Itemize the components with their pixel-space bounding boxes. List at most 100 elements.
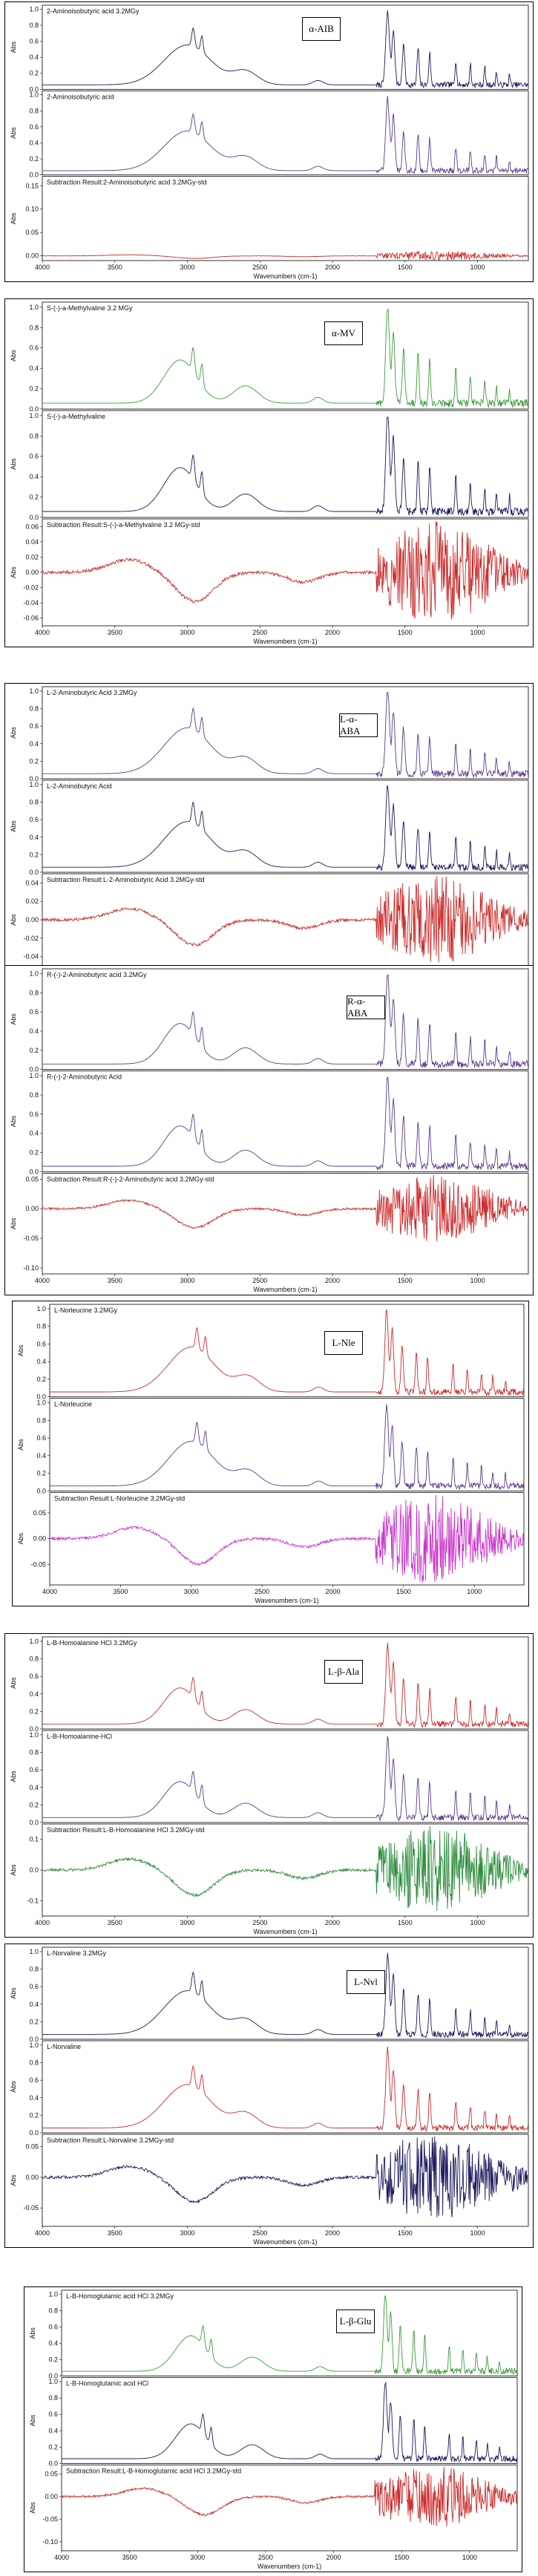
spectrum-panel: 0.0 0.2 0.4 0.6 0.8 1.0 Abs S-(-)-a-Methylvalin… bbox=[4, 298, 534, 647]
x-tick-label: 1500 bbox=[398, 1919, 413, 1926]
x-tick-label: 3000 bbox=[180, 2229, 195, 2237]
x-tick-label: 4000 bbox=[54, 2554, 69, 2561]
subplot-title: L-B-Homoalanine-HCl bbox=[47, 1733, 112, 1740]
compound-label-box: α-MV bbox=[324, 321, 363, 345]
y-tick-label: 0.0 bbox=[29, 1866, 39, 1874]
y-tick-label: 0.0 bbox=[29, 1168, 39, 1175]
x-tick-label: 4000 bbox=[35, 2229, 50, 2237]
y-tick-label: 0.0 bbox=[29, 514, 39, 521]
spectrum-panel: 0.0 0.2 0.4 0.6 0.8 1.0 Abs L-Norvaline 3.2MGy 0… bbox=[4, 1944, 534, 2248]
subplot-frame bbox=[42, 301, 529, 410]
subplot-frame bbox=[42, 686, 529, 779]
y-tick-label: 0.4 bbox=[29, 365, 39, 372]
y-axis-label: Abs bbox=[17, 1439, 24, 1451]
y-axis-label: Abs bbox=[17, 1532, 24, 1544]
y-tick-label: 0.0 bbox=[48, 2459, 58, 2467]
y-tick-label: 0.4 bbox=[29, 1130, 39, 1137]
x-tick-label: 4000 bbox=[42, 1588, 57, 1595]
subplot-frame bbox=[42, 779, 529, 873]
y-tick-label: 0.8 bbox=[48, 2307, 58, 2315]
spectrum-panel: 0.0 0.2 0.4 0.6 0.8 1.0 Abs L-B-Homoglutamic ac… bbox=[24, 2286, 522, 2572]
x-tick-label: 2000 bbox=[325, 2229, 340, 2237]
spectrum-line bbox=[42, 10, 529, 89]
subplot-title: S-(-)-a-Methylvaline bbox=[47, 413, 105, 420]
spectrum-panel: 0.0 0.2 0.4 0.6 0.8 1.0 Abs R-(-)-2-Aminobutyri… bbox=[4, 965, 534, 1295]
subplot-title: L-Norleucine 3.2MGy bbox=[54, 1307, 118, 1314]
y-tick-label: 0.4 bbox=[36, 1358, 46, 1365]
y-tick-label: 0.2 bbox=[29, 70, 39, 77]
y-tick-label: 0.00 bbox=[33, 1535, 46, 1543]
y-axis-label: Abs bbox=[29, 2502, 36, 2514]
y-axis-label: Abs bbox=[10, 41, 17, 53]
y-tick-label: -0.10 bbox=[42, 2538, 58, 2546]
spectrum-line bbox=[42, 521, 529, 620]
y-axis-label: Abs bbox=[17, 1344, 24, 1356]
subplot-title: L-2-Aminobutyric Acid bbox=[47, 782, 112, 790]
y-tick-label: 0.6 bbox=[29, 722, 39, 730]
y-tick-label: 0.2 bbox=[29, 155, 39, 163]
y-axis-label: Abs bbox=[10, 2174, 17, 2186]
y-tick-label: 0.2 bbox=[29, 494, 39, 501]
subplot-title: 2-Aminoisobutyric acid 3.2MGy bbox=[47, 7, 140, 15]
x-axis-label: Wavenumbers (cm-1) bbox=[253, 638, 317, 645]
y-tick-label: 0.6 bbox=[36, 1340, 46, 1347]
subplot-frame bbox=[42, 968, 529, 1070]
y-tick-label: 0.05 bbox=[25, 1175, 39, 1183]
subplot-frame bbox=[42, 4, 529, 90]
y-tick-label: 0.2 bbox=[29, 2111, 39, 2119]
spectrum-line bbox=[42, 1952, 529, 2039]
subplot-title: R-(-)-2-Aminobutyric acid 3.2MGy bbox=[47, 971, 147, 978]
y-axis-label: Abs bbox=[10, 820, 17, 832]
y-tick-label: 1.0 bbox=[29, 412, 39, 419]
x-axis-label: Wavenumbers (cm-1) bbox=[253, 272, 317, 280]
compound-label-box: L-β-Glu bbox=[336, 2309, 375, 2333]
y-tick-label: 0.8 bbox=[29, 705, 39, 713]
spectrum-svg: 0.0 0.2 0.4 0.6 0.8 1.0 Abs L-2-Aminobutyric Ac… bbox=[10, 686, 529, 985]
y-tick-label: 0.6 bbox=[29, 1673, 39, 1680]
spectrum-line bbox=[42, 416, 529, 517]
y-tick-label: 0.2 bbox=[36, 1470, 46, 1477]
y-tick-label: 0.00 bbox=[25, 916, 39, 923]
y-tick-label: 1.0 bbox=[29, 687, 39, 695]
y-tick-label: 0.0 bbox=[29, 1066, 39, 1073]
y-tick-label: 1.0 bbox=[29, 304, 39, 311]
subplot-title: L-B-Homoalanine HCl 3.2MGy bbox=[47, 1639, 137, 1647]
y-tick-label: 0.6 bbox=[29, 453, 39, 460]
y-tick-label: 0.4 bbox=[29, 1784, 39, 1791]
spectrum-line bbox=[42, 1736, 529, 1822]
y-tick-label: 1.0 bbox=[29, 1948, 39, 1955]
x-tick-label: 3500 bbox=[108, 2229, 122, 2237]
y-tick-label: 1.0 bbox=[48, 2291, 58, 2298]
y-tick-label: 0.4 bbox=[29, 139, 39, 146]
spectrum-svg: 0.0 0.2 0.4 0.6 0.8 1.0 Abs S-(-)-a-Methylvalin… bbox=[10, 301, 529, 645]
spectrum-svg: 0.0 0.2 0.4 0.6 0.8 1.0 Abs L-B-Homoglutamic ac… bbox=[29, 2289, 518, 2570]
y-tick-label: 1.0 bbox=[36, 1305, 46, 1312]
x-tick-label: 3500 bbox=[108, 629, 122, 636]
subplot-title: Subtraction Result:2-Aminoisobutyric aci… bbox=[47, 179, 207, 186]
y-tick-label: -0.05 bbox=[30, 1560, 46, 1568]
x-tick-label: 4000 bbox=[35, 264, 50, 271]
y-tick-label: 0.8 bbox=[29, 22, 39, 29]
y-tick-label: 0.0 bbox=[36, 1393, 46, 1401]
y-tick-label: 0.8 bbox=[29, 1749, 39, 1756]
y-tick-label: 0.6 bbox=[29, 1766, 39, 1774]
x-tick-label: 1000 bbox=[462, 2554, 477, 2561]
y-tick-label: 0.2 bbox=[29, 757, 39, 765]
y-axis-label: Abs bbox=[10, 350, 17, 362]
y-tick-label: 0.6 bbox=[29, 1111, 39, 1118]
spectrum-svg: 0.0 0.2 0.4 0.6 0.8 1.0 Abs L-B-Homoalanine HCl… bbox=[10, 1636, 529, 1935]
x-tick-label: 3500 bbox=[108, 1919, 122, 1926]
subplot-title: Subtraction Result:S-(-)-a-Methylvaline … bbox=[47, 521, 200, 529]
spectrum-line bbox=[42, 1174, 529, 1242]
y-tick-label: 0.0 bbox=[29, 171, 39, 179]
x-tick-label: 1500 bbox=[398, 629, 413, 636]
y-tick-label: 0.0 bbox=[29, 2129, 39, 2137]
x-tick-label: 4000 bbox=[35, 629, 50, 636]
x-tick-label: 2000 bbox=[325, 1588, 340, 1595]
spectrum-line bbox=[42, 250, 528, 261]
spectrum-svg: 0.0 0.2 0.4 0.6 0.8 1.0 Abs R-(-)-2-Aminobutyri… bbox=[10, 968, 529, 1293]
subplot-title: Subtraction Result:L-B-Homoglutamic acid… bbox=[66, 2467, 241, 2474]
subplot-title: L-B-Homoglutamic acid HCl 3.2MGy bbox=[66, 2292, 174, 2300]
spectrum-line bbox=[42, 785, 529, 872]
y-tick-label: 0.4 bbox=[29, 740, 39, 748]
